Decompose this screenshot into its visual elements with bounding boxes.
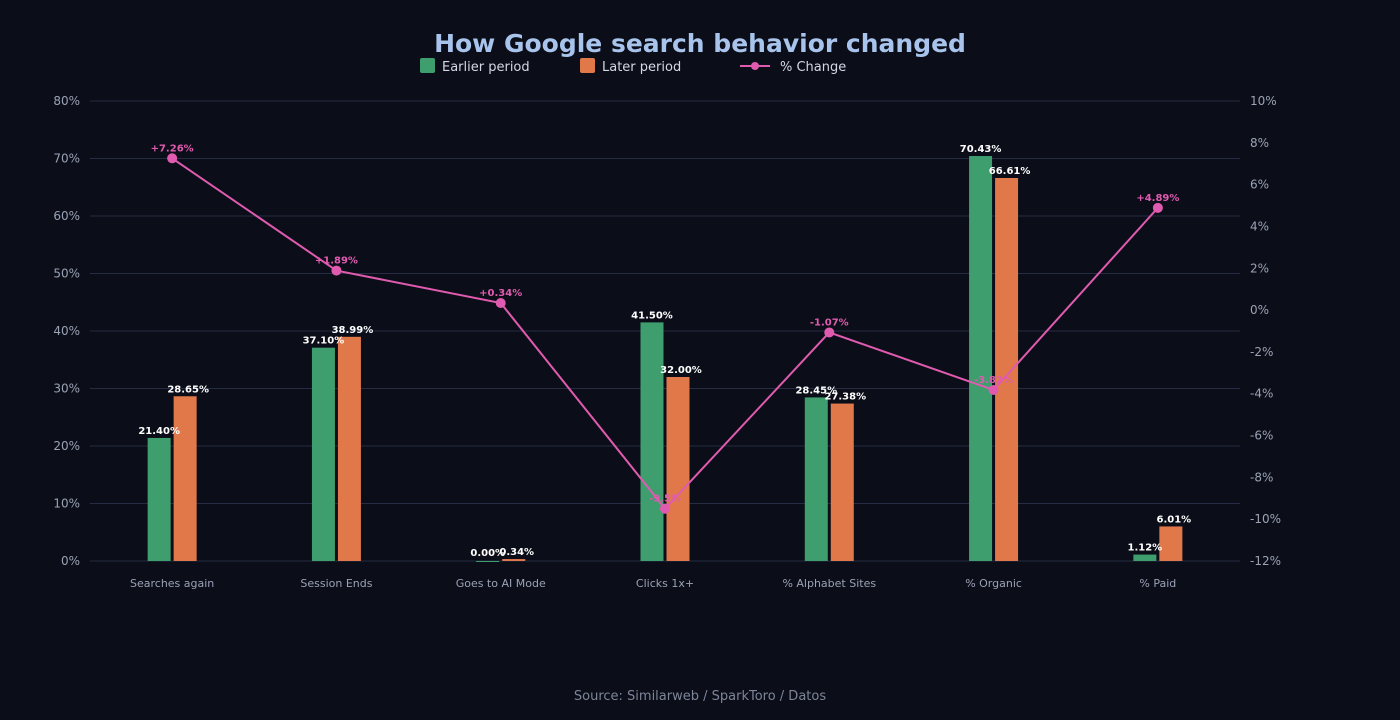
- bars: [147, 156, 1183, 562]
- change-point: [1152, 202, 1163, 213]
- change-point: [495, 297, 506, 308]
- category-label: Session Ends: [300, 577, 372, 590]
- right-tick-label: 4%: [1250, 219, 1269, 233]
- left-tick-label: 10%: [53, 497, 80, 511]
- bar-later: [173, 396, 197, 561]
- category-labels: Searches again Session Ends Goes to AI Mod…: [130, 577, 1176, 590]
- chart-title: How Google search behavior changed: [434, 29, 966, 58]
- right-tick-label: -4%: [1250, 387, 1273, 401]
- bar-earlier: [311, 347, 335, 561]
- right-tick-label: 2%: [1250, 261, 1269, 275]
- change-value-label: -3.82%: [974, 375, 1013, 386]
- left-tick-label: 50%: [53, 267, 80, 281]
- left-tick-label: 0%: [61, 554, 80, 568]
- bar-later: [995, 177, 1019, 561]
- bar-later: [1159, 526, 1183, 561]
- bar-later-value-label: 28.65%: [167, 384, 209, 395]
- bar-later: [502, 559, 526, 561]
- bar-earlier: [640, 322, 664, 561]
- left-tick-label: 30%: [53, 382, 80, 396]
- change-value-label: +4.89%: [1136, 193, 1179, 204]
- legend: Earlier period Later period % Change: [420, 58, 846, 75]
- change-value-label: +1.89%: [315, 256, 358, 267]
- bar-later-value-label: 27.38%: [824, 392, 866, 403]
- right-tick-label: -10%: [1250, 512, 1281, 526]
- left-tick-label: 20%: [53, 439, 80, 453]
- change-point: [824, 327, 835, 338]
- bar-later-value-label: 6.01%: [1157, 514, 1192, 525]
- left-tick-label: 70%: [53, 152, 80, 166]
- category-label: Searches again: [130, 577, 214, 590]
- right-tick-label: 0%: [1250, 303, 1269, 317]
- right-tick-label: -12%: [1250, 554, 1281, 568]
- bar-later-value-label: 66.61%: [989, 166, 1031, 177]
- bar-earlier-value-label: 41.50%: [631, 310, 673, 321]
- change-point: [988, 384, 999, 395]
- legend-later-swatch: [580, 58, 595, 73]
- bar-earlier-value-label: 21.40%: [138, 426, 180, 437]
- bar-earlier-value-label: 37.10%: [303, 336, 345, 347]
- legend-earlier-label: Earlier period: [442, 60, 530, 75]
- legend-earlier-swatch: [420, 58, 435, 73]
- bar-earlier-value-label: 1.12%: [1128, 543, 1163, 554]
- bar-earlier-value-label: 28.45%: [795, 385, 837, 396]
- bar-later-value-label: 38.99%: [332, 325, 374, 336]
- category-label: % Alphabet Sites: [782, 577, 876, 590]
- left-tick-label: 60%: [53, 209, 80, 223]
- category-label: Goes to AI Mode: [456, 577, 546, 590]
- right-tick-label: 8%: [1250, 136, 1269, 150]
- bar-later-value-label: 32.00%: [660, 365, 702, 376]
- change-value-label: -9.5%: [649, 494, 681, 505]
- legend-change-label: % Change: [780, 60, 846, 75]
- left-tick-label: 80%: [53, 94, 80, 108]
- right-tick-label: -2%: [1250, 345, 1273, 359]
- change-value-label: +0.34%: [479, 288, 522, 299]
- right-tick-label: -6%: [1250, 429, 1273, 443]
- change-value-labels: +7.26% +1.89% +0.34% -9.5% -1.07% -3.82% +4.89…: [151, 143, 1180, 504]
- change-point: [167, 153, 178, 164]
- change-point: [331, 265, 342, 276]
- change-point: [660, 503, 670, 514]
- bar-earlier: [969, 156, 993, 561]
- bar-earlier-value-label: 0.00%: [470, 548, 505, 559]
- bar-earlier: [804, 397, 828, 561]
- legend-change-marker: [751, 62, 759, 70]
- left-axis: 0% 10% 20% 30% 40% 50% 60% 70% 80%: [53, 94, 80, 568]
- change-value-label: +7.26%: [151, 143, 194, 154]
- bar-later: [666, 377, 690, 561]
- source-note: Source: Similarweb / SparkToro / Datos: [574, 689, 826, 704]
- bar-earlier-value-label: 70.43%: [960, 144, 1002, 155]
- gridlines: [90, 100, 1240, 562]
- bar-later-value-label: 0.34%: [499, 547, 534, 558]
- change-value-label: -1.07%: [810, 317, 849, 328]
- bar-earlier: [147, 437, 171, 561]
- legend-later-label: Later period: [602, 60, 681, 75]
- category-label: Clicks 1x+: [636, 577, 694, 590]
- category-label: % Paid: [1139, 577, 1176, 590]
- right-tick-label: -8%: [1250, 470, 1273, 484]
- bar-earlier: [476, 561, 500, 562]
- right-tick-label: 6%: [1250, 178, 1269, 192]
- bar-later: [337, 336, 361, 561]
- left-tick-label: 40%: [53, 324, 80, 338]
- bar-earlier: [1133, 554, 1157, 561]
- category-label: % Organic: [965, 577, 1022, 590]
- right-axis: -12% -10% -8% -6% -4% -2% 0% 2% 4% 6% 8% 10%: [1250, 94, 1281, 568]
- bar-value-labels: 21.40% 28.65% 37.10%38.99% 0.00%0.34% 41.50%…: [138, 144, 1191, 559]
- bar-later: [830, 403, 854, 561]
- change-line: [167, 153, 1163, 514]
- right-tick-label: 10%: [1250, 94, 1277, 108]
